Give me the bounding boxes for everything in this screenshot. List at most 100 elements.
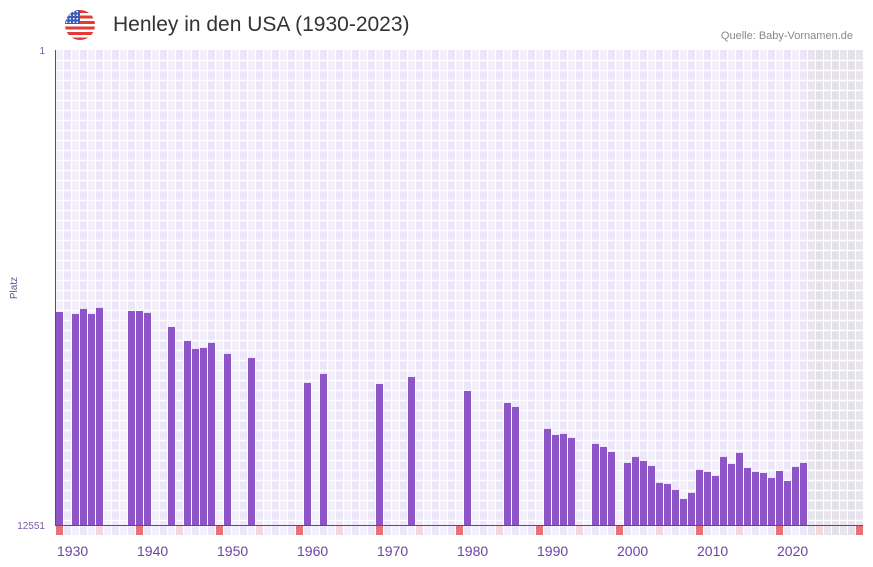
- grid-column: [336, 50, 344, 535]
- grid-column: [168, 50, 176, 535]
- grid-column: [784, 50, 792, 535]
- x-tick-label: 1990: [537, 543, 568, 559]
- bar-1974[interactable]: [408, 376, 415, 525]
- grid-column: [72, 50, 80, 535]
- bar-1944[interactable]: [168, 326, 175, 525]
- bar-1933[interactable]: [80, 308, 87, 525]
- grid-column: [160, 50, 168, 535]
- bar-2011[interactable]: [704, 471, 711, 525]
- grid-column: [216, 50, 224, 535]
- bar-1999[interactable]: [608, 451, 615, 525]
- y-axis-label: Platz: [9, 277, 20, 299]
- x-tick-label: 1930: [57, 543, 88, 559]
- bar-1930[interactable]: [56, 311, 63, 525]
- bar-1987[interactable]: [512, 406, 519, 525]
- grid-column: [416, 50, 424, 535]
- grid-column: [832, 50, 840, 535]
- bar-1970[interactable]: [376, 383, 383, 525]
- bar-1991[interactable]: [544, 428, 551, 525]
- bars: [56, 307, 807, 525]
- bar-1961[interactable]: [304, 382, 311, 525]
- grid-column: [304, 50, 312, 535]
- bar-1947[interactable]: [192, 348, 199, 525]
- bar-2005[interactable]: [656, 482, 663, 525]
- bar-1998[interactable]: [600, 446, 607, 525]
- bar-2016[interactable]: [744, 467, 751, 525]
- bar-1981[interactable]: [464, 390, 471, 525]
- x-tick-label: 2010: [697, 543, 728, 559]
- bar-2001[interactable]: [624, 462, 631, 525]
- bar-1993[interactable]: [560, 433, 567, 525]
- decade-marker: [696, 526, 703, 535]
- bar-2020[interactable]: [776, 470, 783, 525]
- grid-column: [392, 50, 400, 535]
- grid-column: [264, 50, 272, 535]
- bar-1932[interactable]: [72, 313, 79, 525]
- bar-1949[interactable]: [208, 342, 215, 525]
- bar-1935[interactable]: [96, 307, 103, 525]
- grid-column: [648, 50, 656, 535]
- half-decade-marker: [736, 526, 743, 535]
- bar-2008[interactable]: [680, 498, 687, 525]
- grid-column: [256, 50, 264, 535]
- bar-1992[interactable]: [552, 434, 559, 525]
- bar-1939[interactable]: [128, 310, 135, 525]
- grid-column: [800, 50, 808, 535]
- bar-1986[interactable]: [504, 402, 511, 525]
- bar-1994[interactable]: [568, 437, 575, 525]
- bar-2009[interactable]: [688, 492, 695, 525]
- decade-marker: [56, 526, 63, 535]
- grid-column: [496, 50, 504, 535]
- bar-1948[interactable]: [200, 347, 207, 525]
- bar-1951[interactable]: [224, 353, 231, 525]
- plot-background: [56, 50, 864, 535]
- half-decade-marker: [336, 526, 343, 535]
- bar-1941[interactable]: [144, 312, 151, 525]
- bar-2003[interactable]: [640, 460, 647, 525]
- bar-2012[interactable]: [712, 475, 719, 525]
- decade-marker: [376, 526, 383, 535]
- bar-2007[interactable]: [672, 489, 679, 525]
- grid-column: [448, 50, 456, 535]
- grid-column: [656, 50, 664, 535]
- grid-column: [712, 50, 720, 535]
- bar-1940[interactable]: [136, 310, 143, 525]
- bar-2004[interactable]: [648, 465, 655, 525]
- grid-column: [728, 50, 736, 535]
- grid-column: [744, 50, 752, 535]
- grid-column: [704, 50, 712, 535]
- bar-2014[interactable]: [728, 463, 735, 525]
- bar-1946[interactable]: [184, 340, 191, 525]
- bar-1954[interactable]: [248, 357, 255, 525]
- us-flag-icon: [65, 10, 95, 40]
- half-decade-marker: [256, 526, 263, 535]
- bar-2015[interactable]: [736, 452, 743, 525]
- grid-column: [440, 50, 448, 535]
- bar-2019[interactable]: [768, 477, 775, 525]
- grid-column: [824, 50, 832, 535]
- source-label: Quelle: Baby-Vornamen.de: [720, 30, 853, 42]
- bar-2017[interactable]: [752, 471, 759, 525]
- bar-2018[interactable]: [760, 472, 767, 525]
- grid-column: [488, 50, 496, 535]
- grid-column: [64, 50, 72, 535]
- bar-2023[interactable]: [800, 462, 807, 525]
- bar-2021[interactable]: [784, 480, 791, 525]
- bar-2010[interactable]: [696, 469, 703, 525]
- grid-column: [368, 50, 376, 535]
- bar-1997[interactable]: [592, 443, 599, 525]
- bar-1963[interactable]: [320, 373, 327, 525]
- bar-2013[interactable]: [720, 456, 727, 525]
- half-decade-marker: [176, 526, 183, 535]
- bar-1934[interactable]: [88, 313, 95, 525]
- grid-column: [344, 50, 352, 535]
- x-tick-label: 2000: [617, 543, 648, 559]
- bar-2022[interactable]: [792, 466, 799, 525]
- grid-column: [432, 50, 440, 535]
- grid-column: [560, 50, 568, 535]
- grid-column: [456, 50, 464, 535]
- bar-2006[interactable]: [664, 483, 671, 525]
- bar-2002[interactable]: [632, 456, 639, 525]
- grid-column: [184, 50, 192, 535]
- half-decade-marker: [416, 526, 423, 535]
